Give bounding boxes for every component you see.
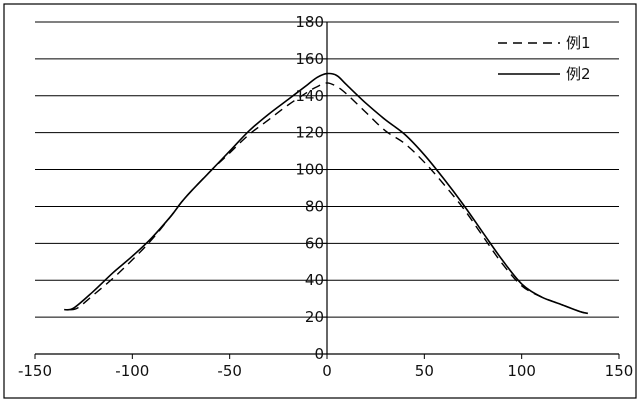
y-tick-label-8: 160 [295,50,324,68]
x-tick-label-6: 150 [605,362,634,380]
y-tick-label-7: 140 [295,87,324,105]
y-tick-label-9: 180 [295,13,324,31]
x-tick-label-2: -50 [217,362,242,380]
y-tick-label-4: 80 [305,197,324,215]
legend-label-2: 例2 [566,65,591,83]
legend-label-1: 例1 [566,34,591,52]
y-tick-label-1: 20 [305,308,324,326]
x-tick-label-3: 0 [322,362,332,380]
x-tick-label-0: -150 [18,362,52,380]
y-tick-label-2: 40 [305,271,324,289]
y-tick-label-5: 100 [295,161,324,179]
x-tick-label-4: 50 [415,362,434,380]
x-tick-label-1: -100 [115,362,149,380]
x-tick-label-5: 100 [507,362,536,380]
y-tick-label-3: 60 [305,234,324,252]
y-tick-label-0: 0 [314,345,324,363]
y-tick-label-6: 120 [295,124,324,142]
